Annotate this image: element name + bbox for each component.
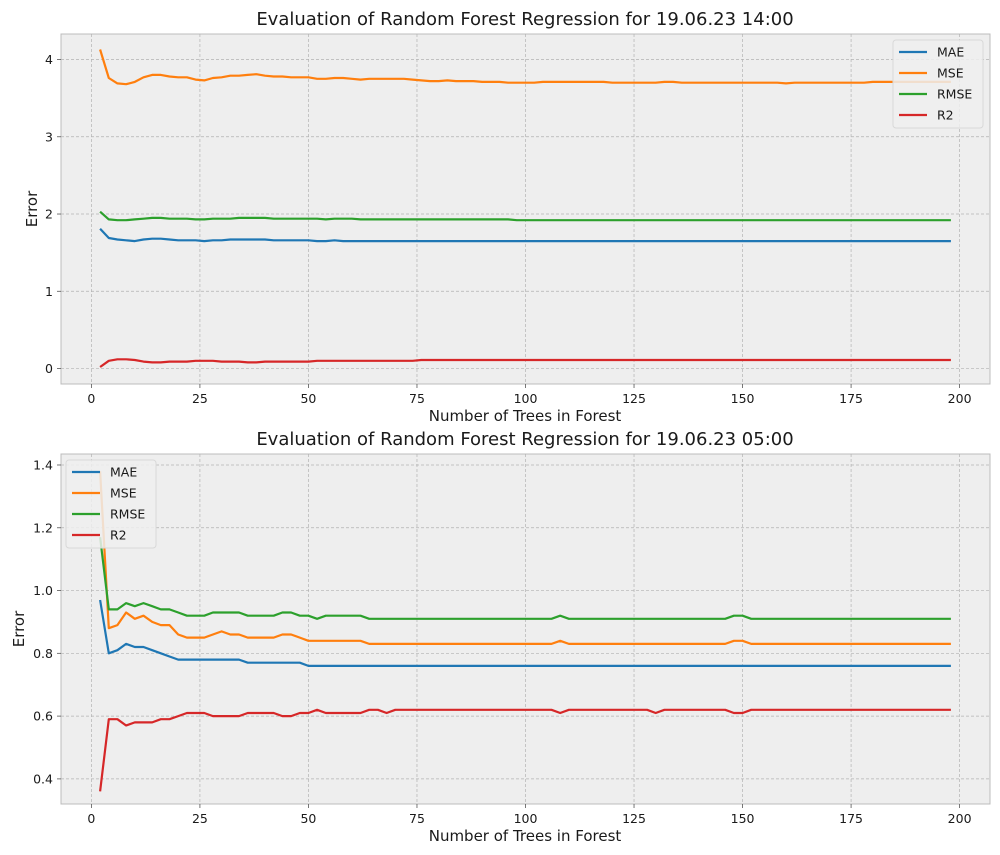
series-line-r2	[99, 708, 951, 792]
x-axis-label: Number of Trees in Forest	[429, 827, 622, 845]
series-line-rmse	[99, 537, 951, 620]
chart-top: Evaluation of Random Forest Regression f…	[23, 9, 991, 425]
y-tick-label: 0	[45, 361, 53, 376]
y-tick-label: 1.4	[33, 457, 53, 472]
chart-bottom: Evaluation of Random Forest Regression f…	[10, 429, 991, 845]
x-tick-label: 100	[514, 391, 538, 406]
legend-box	[892, 39, 984, 129]
x-tick-label: 25	[192, 811, 208, 826]
y-tick-label: 3	[45, 129, 53, 144]
legend-entry: MAE	[110, 465, 137, 480]
x-tick-label: 50	[300, 391, 316, 406]
legend-entry: RMSE	[937, 87, 972, 102]
x-tick-label: 125	[622, 811, 646, 826]
plot-area: 0 25 50 75 100 125 150 175 200 0 1 2 3 4 MAE MSE RMSE R2	[45, 33, 991, 406]
x-tick-label: 200	[948, 811, 972, 826]
series-line-mae	[99, 599, 951, 668]
y-tick-label: 2	[45, 207, 53, 222]
y-tick-label: 1.0	[33, 583, 53, 598]
series-line-r2	[99, 358, 951, 368]
x-tick-label: 25	[192, 391, 208, 406]
x-tick-label: 0	[87, 811, 95, 826]
x-tick-label: 200	[948, 391, 972, 406]
legend: MAE MSE RMSE R2	[65, 459, 157, 549]
x-tick-label: 150	[731, 811, 755, 826]
plot-area: 0 25 50 75 100 125 150 175 200 0.4 0.6 0.8 1.0 1.2 1.4…	[33, 453, 991, 826]
legend-entry: MAE	[937, 45, 964, 60]
series-line-mse	[99, 471, 951, 646]
y-tick-label: 1.2	[33, 520, 53, 535]
y-tick-label: 0.6	[33, 709, 53, 724]
legend-entry: R2	[110, 528, 127, 543]
series-line-rmse	[99, 210, 951, 222]
x-tick-label: 175	[839, 391, 863, 406]
series-line-mse	[99, 49, 951, 86]
chart-title: Evaluation of Random Forest Regression f…	[256, 429, 793, 450]
y-tick-label: 4	[45, 52, 53, 67]
x-tick-label: 150	[731, 391, 755, 406]
series-line-mae	[99, 227, 951, 243]
x-tick-label: 0	[87, 391, 95, 406]
legend-entry: MSE	[937, 66, 964, 81]
y-tick-label: 0.4	[33, 771, 53, 786]
x-tick-label: 125	[622, 391, 646, 406]
x-tick-label: 50	[300, 811, 316, 826]
legend: MAE MSE RMSE R2	[892, 39, 984, 129]
x-tick-label: 100	[514, 811, 538, 826]
y-axis-label: Error	[10, 610, 28, 647]
legend-entry: RMSE	[110, 507, 145, 522]
y-tick-label: 1	[45, 284, 53, 299]
chart-title: Evaluation of Random Forest Regression f…	[256, 9, 793, 30]
legend-box	[65, 459, 157, 549]
x-tick-label: 75	[409, 811, 425, 826]
y-axis-label: Error	[23, 190, 41, 227]
y-tick-label: 0.8	[33, 646, 53, 661]
legend-entry: R2	[937, 108, 954, 123]
legend-entry: MSE	[110, 486, 137, 501]
x-tick-label: 75	[409, 391, 425, 406]
x-axis-label: Number of Trees in Forest	[429, 407, 622, 425]
x-tick-label: 175	[839, 811, 863, 826]
